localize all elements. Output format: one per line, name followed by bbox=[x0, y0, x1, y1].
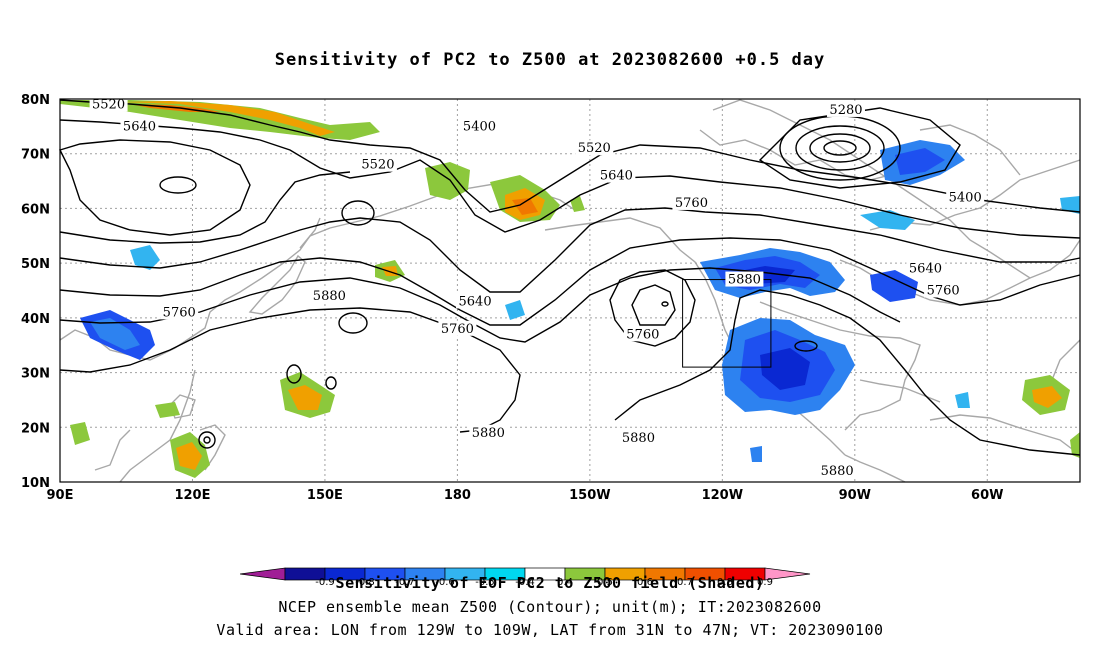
contour-label: 5760 bbox=[623, 326, 662, 342]
lon-label: 60W bbox=[971, 488, 1003, 503]
chart-title: Sensitivity of PC2 to Z500 at 2023082600… bbox=[274, 50, 826, 70]
contour-label: 5400 bbox=[946, 189, 985, 205]
contour-label: 5520 bbox=[575, 140, 614, 156]
lat-label: 20N bbox=[21, 421, 50, 436]
contour-label: 5280 bbox=[826, 101, 865, 118]
contour-label-text: 5520 bbox=[92, 97, 125, 112]
colorbar-end-right bbox=[764, 567, 811, 581]
lat-label: 30N bbox=[21, 367, 50, 382]
lon-axis-labels: 90E 120E 150E 180 150W 120W 90W 60W bbox=[47, 488, 1004, 503]
contour-label-text: 5520 bbox=[578, 141, 611, 156]
contour-label: 5520 bbox=[89, 96, 128, 112]
contour-label-text: 5880 bbox=[821, 464, 854, 479]
contour-label-text: 5640 bbox=[909, 262, 942, 277]
contour-label: 5640 bbox=[120, 118, 159, 134]
contour-label: 5760 bbox=[924, 282, 963, 299]
colorbar-label: 0.7 bbox=[677, 577, 693, 586]
contour-label-text: 5760 bbox=[675, 196, 708, 211]
lon-label: 90E bbox=[47, 488, 74, 503]
lon-label: 120E bbox=[174, 488, 210, 503]
contour-label: 5880 bbox=[469, 424, 508, 441]
colorbar-label: 0.4 bbox=[557, 577, 573, 586]
contour-label-text: 5400 bbox=[463, 119, 496, 134]
contour-label-text: 5280 bbox=[829, 103, 862, 118]
contour-label: 5760 bbox=[672, 194, 711, 211]
contour-label: 5880 bbox=[818, 463, 857, 479]
colorbar-label: 0.9 bbox=[757, 577, 773, 586]
contour-label-text: 5640 bbox=[459, 294, 492, 309]
contour-label-text: 5640 bbox=[123, 119, 156, 134]
contour-label: 5640 bbox=[456, 293, 495, 309]
lon-label: 90W bbox=[839, 488, 871, 503]
contour-label-text: 5760 bbox=[927, 284, 960, 299]
contour-labels: 5520 5640 5400 5520 5520 5640 5760 5280 5400 5640… bbox=[89, 96, 985, 479]
contour-label: 5640 bbox=[597, 167, 636, 184]
lat-label: 50N bbox=[21, 257, 50, 272]
contour-label-text: 5760 bbox=[163, 305, 196, 320]
contour-label: 5880 bbox=[725, 271, 764, 288]
lat-label: 40N bbox=[21, 312, 50, 327]
lon-label: 120W bbox=[702, 488, 743, 503]
caption-valid-area: Valid area: LON from 129W to 109W, LAT f… bbox=[216, 621, 884, 639]
lon-label: 150W bbox=[569, 488, 610, 503]
contour-label: 5760 bbox=[160, 304, 199, 320]
contour-label: 5400 bbox=[460, 118, 499, 134]
contour-label-text: 5520 bbox=[361, 158, 394, 173]
colorbar-label: -0.8 bbox=[355, 577, 375, 586]
contour-label-text: 5880 bbox=[313, 289, 346, 304]
contour-label-text: 5760 bbox=[441, 322, 474, 337]
lat-label: 70N bbox=[21, 148, 50, 163]
contour-label-text: 5880 bbox=[472, 426, 505, 441]
contour-label: 5640 bbox=[906, 260, 945, 277]
colorbar-label: -0.6 bbox=[435, 577, 455, 586]
contour-label: 5880 bbox=[619, 430, 658, 446]
colorbar-label: -0.9 bbox=[315, 577, 335, 586]
contour-label-text: 5640 bbox=[600, 169, 633, 184]
contour-label: 5760 bbox=[438, 320, 477, 337]
colorbar-label: 0.6 bbox=[637, 577, 653, 586]
contour-label-text: 5880 bbox=[728, 273, 761, 288]
contour-label-text: 5400 bbox=[949, 190, 982, 205]
colorbar-label: -0.5 bbox=[475, 577, 495, 586]
colorbar-caption: Sensitivity of EOF PC2 to Z500 field (Sh… bbox=[335, 574, 765, 592]
lat-label: 60N bbox=[21, 202, 50, 217]
colorbar: -0.9 -0.8 -0.7 -0.6 -0.5 -0.4 0.4 0.5 0.6 0.7 0.8 0… bbox=[240, 567, 811, 586]
colorbar-label: -0.4 bbox=[515, 577, 535, 586]
map-frame bbox=[59, 98, 1081, 483]
contour-label: 5880 bbox=[310, 287, 349, 304]
colorbar-label: 0.5 bbox=[597, 577, 613, 586]
lat-label: 80N bbox=[21, 93, 50, 108]
lat-label: 10N bbox=[21, 476, 50, 491]
caption-contour: NCEP ensemble mean Z500 (Contour); unit(… bbox=[278, 598, 822, 616]
colorbar-label: -0.7 bbox=[395, 577, 415, 586]
colorbar-label: 0.8 bbox=[717, 577, 733, 586]
contour-label-text: 5760 bbox=[626, 327, 659, 342]
lon-label: 150E bbox=[307, 488, 343, 503]
lat-axis-labels: 80N 70N 60N 50N 40N 30N 20N 10N bbox=[21, 93, 50, 491]
contour-label: 5520 bbox=[358, 156, 397, 173]
z500-contours bbox=[59, 99, 1081, 456]
lat-lon-grid bbox=[60, 99, 1080, 482]
lon-label: 180 bbox=[444, 488, 471, 503]
contour-label-text: 5880 bbox=[622, 431, 655, 446]
sensitivity-map: 5520 5640 5400 5520 5520 5640 5760 5280 5400 5640… bbox=[21, 93, 1081, 503]
